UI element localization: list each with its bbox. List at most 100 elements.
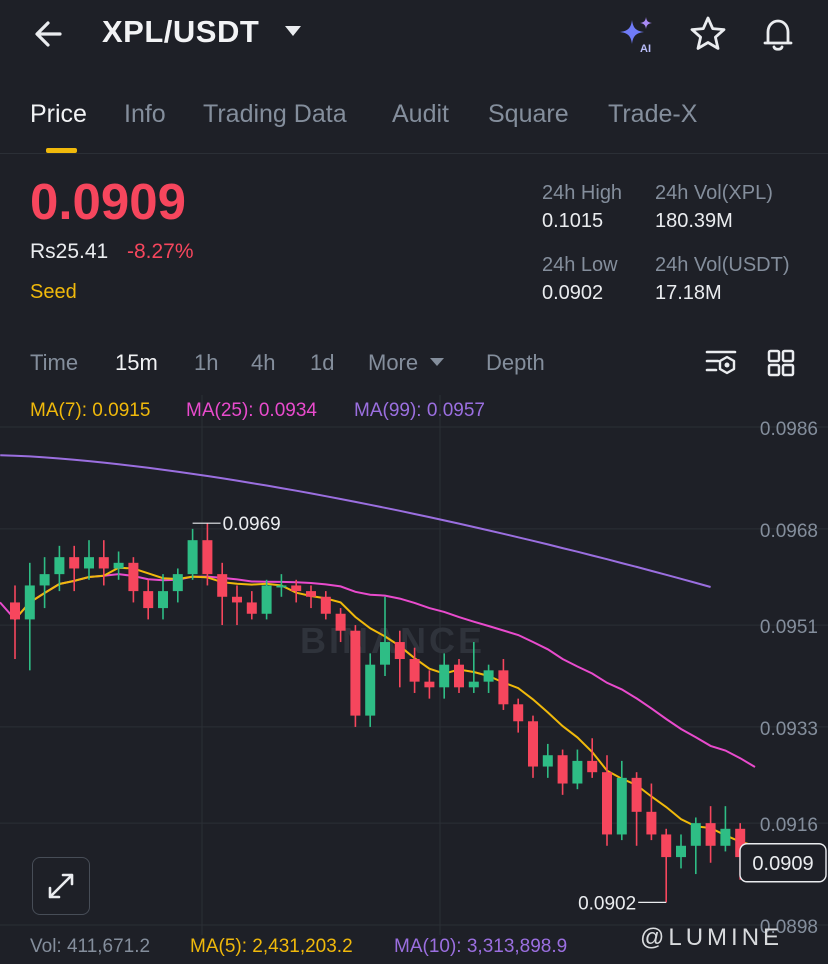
candle[interactable] bbox=[616, 760, 627, 841]
low-label: 24h Low bbox=[542, 254, 618, 276]
vol-base-value: 180.39M bbox=[655, 210, 733, 232]
current-price-box bbox=[739, 843, 827, 883]
candle[interactable] bbox=[498, 659, 509, 710]
candle[interactable] bbox=[69, 545, 80, 592]
lumine-watermark: @LUMINE bbox=[640, 924, 784, 951]
ai-sparkle-icon[interactable]: AI bbox=[616, 14, 656, 54]
candle[interactable] bbox=[690, 817, 701, 875]
arrow-left-icon[interactable] bbox=[30, 14, 70, 54]
vol-quote-value: 17.18M bbox=[655, 282, 722, 304]
candle[interactable] bbox=[232, 585, 242, 626]
fiat-price: Rs25.41 bbox=[30, 240, 109, 263]
candle[interactable] bbox=[365, 653, 376, 727]
star-icon[interactable] bbox=[688, 14, 728, 54]
interval-4h[interactable]: 4h bbox=[251, 350, 276, 375]
tab-audit[interactable]: Audit bbox=[392, 100, 449, 128]
candle[interactable] bbox=[217, 562, 228, 626]
candle[interactable] bbox=[24, 562, 35, 671]
ma7-label: MA(7): 0.0915 bbox=[30, 400, 151, 421]
candle[interactable] bbox=[350, 625, 361, 727]
chevron-down-icon[interactable] bbox=[285, 26, 301, 36]
fullscreen-button[interactable] bbox=[32, 857, 90, 915]
y-tick-label: 0.0951 bbox=[760, 617, 818, 638]
tabs-divider bbox=[0, 153, 828, 154]
candle[interactable] bbox=[454, 659, 464, 693]
candle[interactable] bbox=[542, 743, 553, 778]
candle[interactable] bbox=[705, 806, 716, 863]
candle[interactable] bbox=[483, 664, 494, 693]
depth-tab[interactable]: Depth bbox=[486, 350, 545, 375]
candle[interactable] bbox=[291, 579, 302, 603]
bell-icon[interactable] bbox=[758, 14, 798, 54]
candle[interactable] bbox=[54, 545, 65, 592]
interval-time[interactable]: Time bbox=[30, 350, 79, 375]
candle[interactable] bbox=[84, 540, 94, 580]
volume-ma10-label: MA(10): 3,313,898.9 bbox=[394, 936, 568, 957]
candle[interactable] bbox=[276, 574, 287, 597]
candle[interactable] bbox=[306, 585, 316, 609]
candle[interactable] bbox=[468, 642, 479, 693]
candle[interactable] bbox=[98, 540, 109, 586]
last-price: 0.0909 bbox=[30, 173, 186, 230]
candle[interactable] bbox=[587, 738, 598, 778]
interval-15m[interactable]: 15m bbox=[115, 350, 158, 375]
y-tick-label: 0.0986 bbox=[760, 419, 818, 440]
vol-quote-label: 24h Vol(USDT) bbox=[655, 254, 790, 276]
interval-1h[interactable]: 1h bbox=[194, 350, 219, 375]
candle[interactable] bbox=[439, 653, 450, 699]
candle[interactable] bbox=[720, 806, 731, 852]
candle[interactable] bbox=[335, 608, 346, 643]
y-tick-label: 0.0916 bbox=[760, 815, 818, 836]
candle[interactable] bbox=[424, 670, 435, 699]
low-value: 0.0902 bbox=[542, 282, 604, 304]
chart-settings-icon[interactable] bbox=[704, 347, 738, 379]
candle[interactable] bbox=[661, 828, 672, 903]
pair-selector[interactable]: XPL/USDT bbox=[102, 14, 260, 49]
candle[interactable] bbox=[380, 596, 390, 676]
interval-1d[interactable]: 1d bbox=[310, 350, 335, 375]
candle[interactable] bbox=[676, 834, 686, 869]
candle[interactable] bbox=[572, 749, 583, 790]
volume-ma5-label: MA(5): 2,431,203.2 bbox=[190, 936, 353, 957]
candle[interactable] bbox=[409, 647, 420, 693]
tab-square[interactable]: Square bbox=[488, 100, 569, 128]
candle[interactable] bbox=[646, 783, 657, 841]
high-marker-label: 0.0969 bbox=[223, 514, 281, 535]
candle[interactable] bbox=[261, 579, 272, 620]
ma99-label: MA(99): 0.0957 bbox=[354, 400, 485, 421]
y-tick-label: 0.0968 bbox=[760, 521, 818, 542]
candle[interactable] bbox=[187, 528, 198, 580]
tab-trade-x[interactable]: Trade-X bbox=[608, 100, 698, 128]
candlestick-chart[interactable]: BINANCE 0.09860.09680.09510.09330.09160.… bbox=[0, 395, 828, 935]
candle[interactable] bbox=[528, 715, 538, 778]
chevron-down-icon[interactable] bbox=[430, 358, 444, 366]
candle[interactable] bbox=[246, 591, 257, 620]
candle[interactable] bbox=[320, 591, 331, 620]
candle[interactable] bbox=[202, 523, 213, 586]
candle[interactable] bbox=[113, 551, 124, 580]
tab-info[interactable]: Info bbox=[124, 100, 166, 128]
candle[interactable] bbox=[557, 749, 568, 795]
candle[interactable] bbox=[513, 698, 524, 733]
tab-price[interactable]: Price bbox=[30, 100, 87, 128]
candle[interactable] bbox=[394, 630, 405, 688]
vol-base-label: 24h Vol(XPL) bbox=[655, 182, 773, 204]
ma25-line bbox=[0, 573, 756, 768]
y-tick-label: 0.0898 bbox=[760, 917, 818, 935]
grid-layout-icon[interactable] bbox=[766, 348, 796, 378]
tab-trading-data[interactable]: Trading Data bbox=[203, 100, 347, 128]
candle[interactable] bbox=[143, 579, 154, 620]
candle[interactable] bbox=[631, 772, 642, 846]
price-change: -8.27% bbox=[127, 240, 194, 263]
ma99-line bbox=[0, 454, 711, 588]
candle[interactable] bbox=[602, 755, 612, 846]
candle[interactable] bbox=[128, 557, 139, 603]
seed-tag[interactable]: Seed bbox=[30, 281, 77, 303]
candle[interactable] bbox=[158, 574, 168, 620]
interval-more[interactable]: More bbox=[368, 350, 419, 375]
candle[interactable] bbox=[172, 568, 183, 603]
candle[interactable] bbox=[39, 557, 50, 609]
candle[interactable] bbox=[10, 585, 20, 660]
ma25-label: MA(25): 0.0934 bbox=[186, 400, 317, 421]
ai-label: AI bbox=[640, 43, 651, 54]
